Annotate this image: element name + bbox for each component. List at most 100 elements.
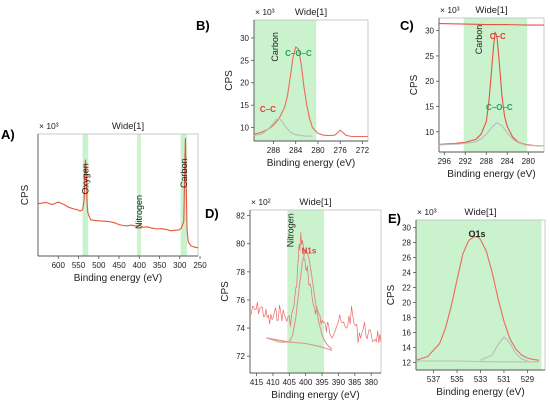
peak-annotation: C–O–C	[285, 49, 312, 58]
x-tick-label: 380	[364, 378, 378, 387]
y-multiplier: × 10²	[251, 197, 271, 207]
y-tick-label: 16	[402, 329, 411, 338]
chart-title: Wide[1]	[299, 197, 331, 208]
y-tick-label: 20	[425, 77, 434, 86]
x-tick-label: 280	[522, 157, 536, 166]
x-tick-label: 250	[193, 261, 207, 270]
data-series-line	[253, 46, 368, 138]
x-axis-label: Binding energy (eV)	[267, 158, 355, 169]
region-label: Nitrogen	[285, 213, 295, 247]
panel-e: E) Wide[1] × 10³ 537 535 533 531 529 12 14 16 18 20 2…	[386, 207, 546, 398]
peak-annotation: C–C	[490, 32, 506, 41]
y-tick-label: 15	[425, 102, 434, 111]
data-series-line	[253, 118, 313, 137]
x-tick-label: 280	[311, 146, 325, 155]
x-axis-label: Binding energy (eV)	[447, 169, 535, 180]
y-tick-label: 10	[425, 128, 434, 137]
x-tick-label: 284	[289, 146, 303, 155]
x-tick-label: 390	[332, 378, 346, 387]
x-tick-label: 385	[348, 378, 362, 387]
y-multiplier: × 10³	[440, 5, 460, 15]
y-multiplier: × 10³	[39, 121, 59, 131]
y-tick-label: 24	[402, 269, 411, 278]
plot-frame	[37, 133, 199, 257]
data-series-line	[438, 23, 544, 26]
x-tick-label: 350	[153, 261, 167, 270]
y-tick-label: 20	[240, 79, 249, 88]
y-tick-label: 30	[402, 224, 411, 233]
y-tick-label: 80	[236, 240, 245, 249]
x-tick-label: 529	[521, 375, 535, 384]
data-series-line	[416, 360, 540, 363]
y-tick-label: 30	[240, 34, 249, 43]
x-tick-label: 292	[459, 157, 473, 166]
y-axis-label: CPS	[20, 184, 31, 205]
y-tick-label: 25	[425, 52, 434, 61]
region-band	[463, 18, 528, 152]
x-tick-label: 284	[501, 157, 515, 166]
x-axis-label: Binding energy (eV)	[436, 387, 524, 398]
y-tick-label: 74	[236, 324, 245, 333]
y-tick-label: 30	[425, 27, 434, 36]
x-tick-label: 288	[480, 157, 494, 166]
peak-annotation: N1s	[302, 247, 317, 256]
x-tick-label: 415	[250, 378, 264, 387]
y-tick-label: 82	[236, 212, 245, 221]
y-axis-label: CPS	[409, 74, 420, 95]
x-tick-label: 276	[334, 146, 348, 155]
data-series-line	[415, 235, 540, 361]
panel-label: E)	[388, 211, 401, 226]
x-tick-label: 272	[356, 146, 370, 155]
x-tick-label: 405	[283, 378, 297, 387]
y-tick-label: 15	[240, 101, 249, 110]
x-tick-label: 410	[266, 378, 280, 387]
data-series-line	[266, 248, 333, 350]
region-label: Carbon	[474, 25, 484, 55]
panel-label: A)	[1, 127, 15, 142]
x-tick-label: 531	[497, 375, 511, 384]
y-axis-label: CPS	[386, 284, 397, 305]
region-band	[82, 134, 89, 256]
x-axis-label: Binding energy (eV)	[74, 273, 162, 284]
region-label: Carbon	[179, 158, 189, 188]
x-tick-label: 395	[315, 378, 329, 387]
y-tick-label: 22	[402, 284, 411, 293]
peak-annotation: C–C	[260, 105, 276, 114]
data-series-line	[37, 137, 199, 249]
x-tick-label: 296	[438, 157, 452, 166]
x-tick-label: 450	[112, 261, 126, 270]
panel-label: C)	[400, 18, 414, 33]
data-series-line	[249, 232, 382, 344]
y-tick-label: 25	[240, 56, 249, 65]
panel-label: B)	[196, 18, 210, 33]
y-tick-label: 72	[236, 352, 245, 361]
panel-a: A) Wide[1] × 10³ 600 550 500 450 400 350 300 250 Bi…	[1, 121, 207, 284]
x-tick-label: 400	[133, 261, 147, 270]
x-tick-label: 535	[450, 375, 464, 384]
x-tick-label: 500	[92, 261, 106, 270]
chart-title: Wide[1]	[464, 207, 496, 218]
y-tick-label: 26	[402, 254, 411, 263]
data-series-line	[480, 336, 528, 362]
y-multiplier: × 10³	[255, 7, 275, 17]
panel-d: D) Wide[1] × 10² 415 410 405 400 395 390 385 380 72…	[205, 197, 382, 401]
data-series-line	[266, 337, 333, 352]
y-axis-label: CPS	[220, 281, 231, 302]
y-tick-label: 12	[402, 359, 411, 368]
y-axis-label: CPS	[224, 70, 235, 91]
x-tick-label: 400	[299, 378, 313, 387]
x-tick-label: 288	[267, 146, 281, 155]
region-label: Oxygen	[80, 163, 90, 194]
panel-label: D)	[205, 206, 219, 221]
x-tick-label: 537	[427, 375, 441, 384]
panel-b: B) Wide[1] × 10³ 288 284 280 276 272 10 15 20 25 30 B…	[196, 7, 370, 169]
region-label: Carbon	[270, 32, 280, 62]
y-tick-label: 10	[240, 124, 249, 133]
x-tick-label: 533	[474, 375, 488, 384]
region-band	[254, 20, 317, 141]
x-tick-label: 550	[72, 261, 86, 270]
y-tick-label: 20	[402, 299, 411, 308]
region-label: Nitrogen	[134, 195, 144, 229]
panel-c: C) Wide[1] × 10³ 296 292 288 284 280 10 15 20 25 30 B…	[400, 5, 545, 180]
